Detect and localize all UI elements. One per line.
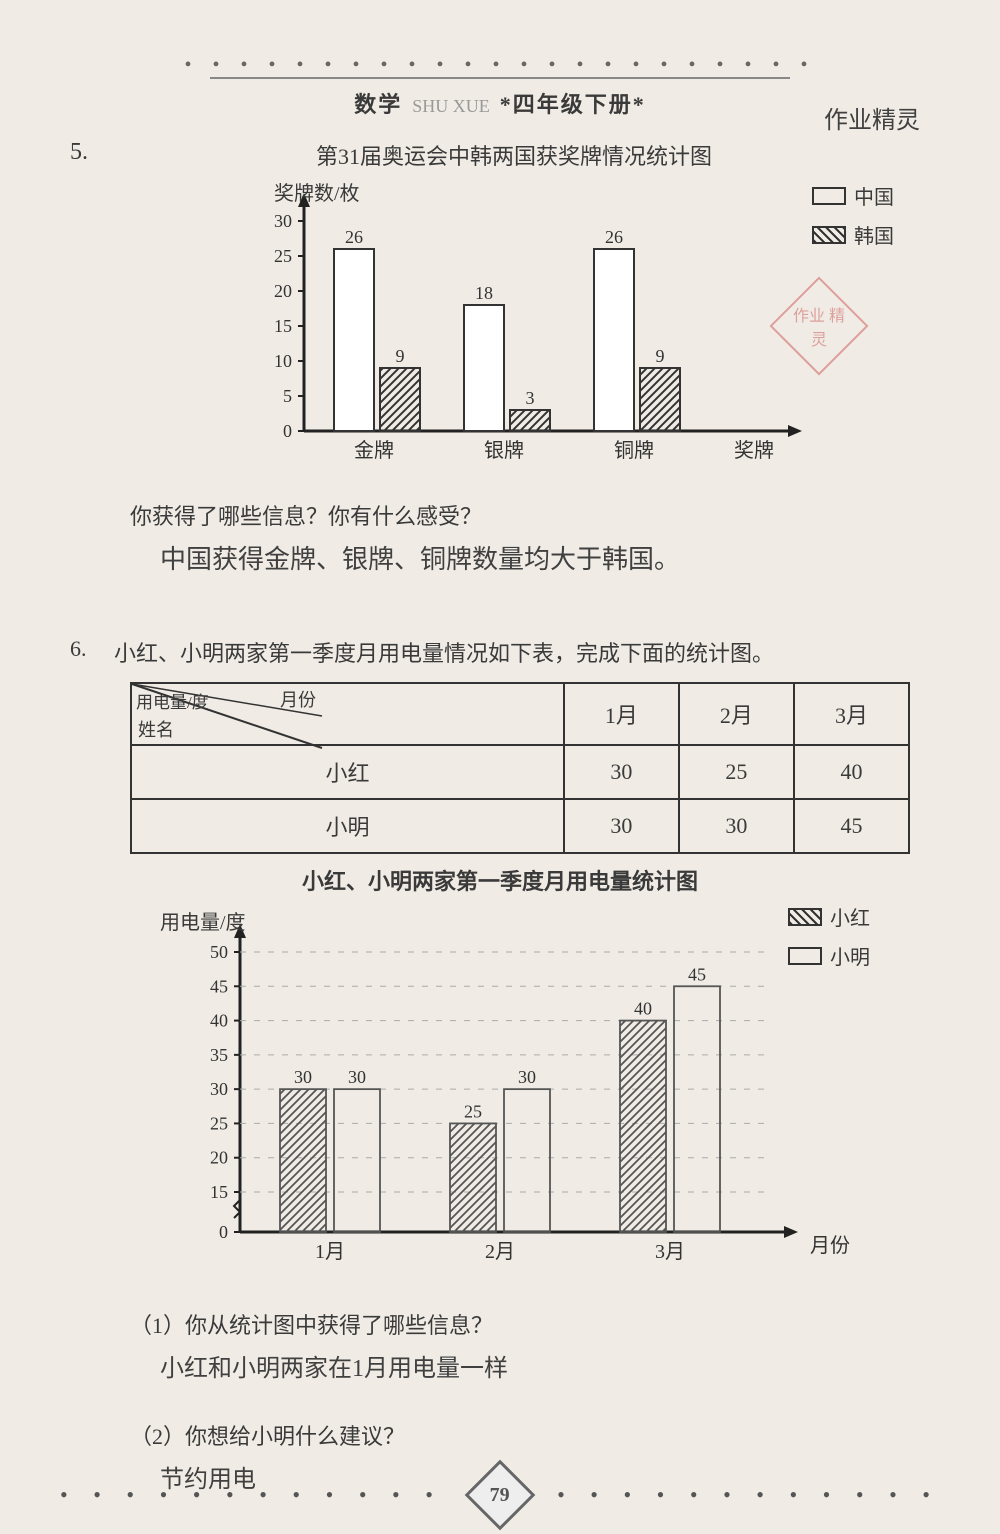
legend-label: 小明 [830, 941, 870, 970]
legend-swatch-plain [788, 947, 822, 965]
q5-answer: 中国获得金牌、银牌、铜牌数量均大于韩国。 [160, 539, 930, 576]
legend-swatch-plain [812, 187, 846, 205]
grade-label: *四年级下册* [500, 92, 646, 117]
svg-text:45: 45 [688, 964, 706, 984]
legend-item-china: 中国 [812, 181, 894, 210]
svg-text:18: 18 [475, 283, 493, 303]
q5-y-axis-label: 奖牌数/枚 [274, 177, 360, 206]
table-corner-cell: 用电量/度 月份 姓名 [132, 684, 322, 744]
legend-label: 小红 [830, 902, 870, 931]
svg-text:9: 9 [396, 346, 405, 366]
svg-text:2月: 2月 [485, 1241, 515, 1263]
svg-text:9: 9 [656, 346, 665, 366]
q6-chart: 用电量/度 01520253035404550 303025304045 1月2… [150, 912, 930, 1292]
table-col-header: 1月 [564, 683, 679, 745]
table-row: 小明 30 30 45 [131, 799, 909, 853]
decorative-dots-bottom-right: • • • • • • • • • • • • [557, 1482, 940, 1508]
svg-text:15: 15 [210, 1182, 228, 1202]
page-number: 79 [490, 1484, 510, 1507]
row-name: 小红 [131, 745, 564, 799]
svg-text:30: 30 [348, 1067, 366, 1087]
svg-text:40: 40 [634, 999, 652, 1019]
q6-sub1-answer: 小红和小明两家在1月用电量一样 [160, 1348, 930, 1383]
top-annotation: 作业精灵 [824, 100, 920, 135]
q6-sub1-question: （1）你从统计图中获得了哪些信息？ [130, 1308, 930, 1340]
svg-text:50: 50 [210, 942, 228, 962]
q6-number: 6. [70, 636, 110, 662]
subject-label: 数学 [354, 92, 402, 117]
q5-chart-title: 第31届奥运会中韩两国获奖牌情况统计图 [114, 139, 914, 171]
q6-y-axis-label: 用电量/度 [160, 906, 246, 935]
svg-text:26: 26 [605, 227, 623, 247]
svg-text:20: 20 [274, 281, 292, 301]
svg-text:3: 3 [526, 388, 535, 408]
svg-text:5: 5 [283, 386, 292, 406]
svg-text:25: 25 [274, 246, 292, 266]
page-header: 数学 SHU XUE *四年级下册* [210, 77, 790, 119]
legend-item-xiaohong: 小红 [788, 902, 870, 931]
q5-number: 5. [70, 139, 110, 166]
svg-text:30: 30 [274, 211, 292, 231]
table-cell: 30 [564, 799, 679, 853]
q5-question-text: 你获得了哪些信息？你有什么感受？ [130, 499, 930, 531]
svg-text:30: 30 [518, 1067, 536, 1087]
legend-swatch-hatched [788, 908, 822, 926]
svg-text:45: 45 [210, 976, 228, 996]
legend-swatch-hatched [812, 226, 846, 244]
legend-label: 中国 [854, 181, 894, 210]
table-cell: 30 [679, 799, 794, 853]
q5-legend: 中国 韩国 [812, 181, 894, 259]
q6-chart-title: 小红、小明两家第一季度月用电量统计图 [70, 864, 930, 896]
table-cell: 25 [679, 745, 794, 799]
q6-legend: 小红 小明 [788, 902, 870, 980]
svg-text:35: 35 [210, 1045, 228, 1065]
legend-label: 韩国 [854, 220, 894, 249]
q6-intro: 小红、小明两家第一季度月用电量情况如下表，完成下面的统计图。 [114, 641, 774, 666]
svg-text:铜牌: 铜牌 [614, 439, 654, 462]
svg-text:30: 30 [210, 1079, 228, 1099]
table-col-header: 2月 [679, 683, 794, 745]
svg-text:奖牌: 奖牌 [734, 439, 774, 462]
svg-text:3月: 3月 [655, 1241, 685, 1263]
table-cell: 30 [564, 745, 679, 799]
svg-text:0: 0 [283, 421, 292, 441]
q6-data-table: 用电量/度 月份 姓名 1月 2月 3月 小红 30 25 40 小明 30 3… [130, 682, 910, 854]
table-row: 小红 30 25 40 [131, 745, 909, 799]
table-cell: 45 [794, 799, 909, 853]
legend-item-korea: 韩国 [812, 220, 894, 249]
svg-text:25: 25 [464, 1101, 482, 1121]
table-cell: 40 [794, 745, 909, 799]
svg-text:15: 15 [274, 316, 292, 336]
svg-text:40: 40 [210, 1011, 228, 1031]
q6-sub2-question: （2）你想给小明什么建议？ [130, 1419, 930, 1451]
q5-chart: 奖牌数/枚 051015202530 269183269 [234, 181, 914, 491]
q6-chart-svg: 0 15 20 25 30 35 40 45 50 30 30 25 30 40 45 1月 2月 3月 月份 [150, 912, 870, 1272]
question-6: 6. 小红、小明两家第一季度月用电量情况如下表，完成下面的统计图。 用电量/度 … [70, 636, 930, 1494]
svg-text:25: 25 [210, 1113, 228, 1133]
table-col-header: 3月 [794, 683, 909, 745]
svg-text:20: 20 [210, 1148, 228, 1168]
question-5: 5. 第31届奥运会中韩两国获奖牌情况统计图 奖牌数/枚 [70, 139, 930, 576]
subject-pinyin: SHU XUE [412, 96, 490, 116]
svg-text:金牌: 金牌 [354, 439, 394, 462]
svg-text:30: 30 [294, 1067, 312, 1087]
decorative-dots-top: • • • • • • • • • • • • • • • • • • • • … [70, 54, 930, 77]
svg-text:10: 10 [274, 351, 292, 371]
q6-x-axis-label: 月份 [810, 1234, 850, 1257]
svg-text:0: 0 [219, 1222, 228, 1242]
svg-text:26: 26 [345, 227, 363, 247]
decorative-dots-bottom-left: • • • • • • • • • • • • [60, 1482, 443, 1508]
row-name: 小明 [131, 799, 564, 853]
svg-text:1月: 1月 [315, 1241, 345, 1263]
legend-item-xiaoming: 小明 [788, 941, 870, 970]
svg-text:银牌: 银牌 [484, 439, 524, 462]
